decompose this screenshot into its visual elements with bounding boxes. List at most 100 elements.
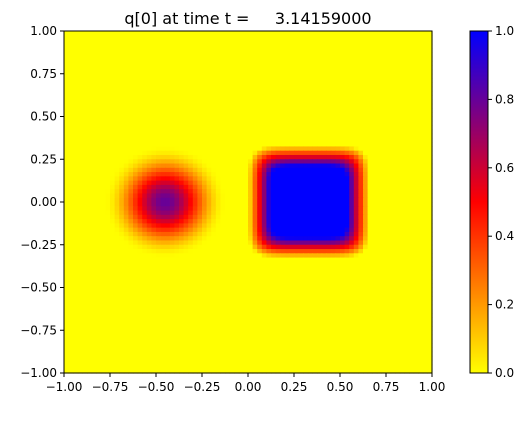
heatmap-cell [197, 240, 203, 246]
heatmap-cell [427, 172, 433, 177]
heatmap-cell [422, 163, 428, 169]
heatmap-cell [206, 69, 212, 75]
heatmap-cell [326, 270, 332, 276]
heatmap-cell [252, 214, 258, 220]
heatmap-cell [321, 82, 327, 88]
heatmap-cell [165, 283, 171, 289]
heatmap-cell [422, 261, 428, 267]
heatmap-cell [114, 176, 120, 182]
heatmap-cell [386, 35, 392, 41]
heatmap-cell [376, 69, 382, 75]
heatmap-cell [225, 236, 231, 242]
heatmap-cell [317, 82, 323, 88]
heatmap-cell [128, 125, 134, 130]
heatmap-cell [427, 43, 433, 49]
heatmap-cell [340, 52, 346, 58]
heatmap-cell [390, 253, 396, 259]
heatmap-cell [344, 39, 350, 45]
heatmap-cell [275, 159, 281, 165]
heatmap-cell [413, 278, 419, 284]
heatmap-cell [202, 227, 208, 233]
heatmap-cell [266, 214, 272, 220]
heatmap-cell [225, 112, 231, 118]
heatmap-cell [317, 180, 323, 186]
heatmap-cell [349, 43, 355, 49]
heatmap-cell [91, 176, 97, 182]
heatmap-cell [330, 69, 336, 75]
heatmap-cell [404, 103, 410, 109]
heatmap-cell [335, 31, 341, 36]
heatmap-cell [215, 219, 221, 224]
heatmap-cell [123, 137, 129, 143]
heatmap-cell [363, 103, 369, 109]
heatmap-cell [363, 249, 369, 254]
heatmap-cell [68, 214, 74, 220]
heatmap-cell [142, 99, 148, 105]
heatmap-cell [418, 39, 424, 45]
heatmap-cell [156, 31, 162, 36]
heatmap-cell [192, 189, 198, 195]
heatmap-cell [123, 257, 129, 263]
heatmap-cell [64, 125, 70, 130]
heatmap-cell [298, 159, 304, 165]
heatmap-cell [202, 236, 208, 242]
heatmap-cell [192, 253, 198, 259]
heatmap-cell [404, 176, 410, 182]
heatmap-cell [197, 73, 203, 79]
heatmap-cell [321, 283, 327, 289]
heatmap-cell [73, 86, 79, 92]
heatmap-cell [202, 154, 208, 160]
heatmap-cell [413, 240, 419, 246]
heatmap-cell [68, 52, 74, 58]
heatmap-cell [294, 82, 300, 88]
heatmap-cell [183, 240, 189, 246]
heatmap-cell [427, 116, 433, 122]
heatmap-cell [418, 120, 424, 126]
heatmap-cell [165, 56, 171, 62]
heatmap-cell [266, 193, 272, 199]
heatmap-cell [114, 283, 120, 289]
heatmap-cell [82, 73, 88, 79]
heatmap-cell [133, 82, 139, 88]
heatmap-cell [321, 120, 327, 126]
heatmap-cell [114, 167, 120, 173]
heatmap-cell [105, 257, 111, 263]
heatmap-cell [174, 129, 180, 135]
heatmap-cell [321, 278, 327, 284]
heatmap-cell [220, 278, 226, 284]
heatmap-cell [229, 69, 235, 75]
heatmap-cell [174, 137, 180, 143]
heatmap-cell [363, 99, 369, 105]
heatmap-cell [363, 261, 369, 267]
heatmap-cell [183, 78, 189, 83]
heatmap-cell [284, 231, 290, 237]
heatmap-cell [68, 197, 74, 203]
heatmap-cell [376, 180, 382, 186]
heatmap-cell [133, 291, 139, 297]
heatmap-cell [340, 86, 346, 92]
heatmap-cell [156, 214, 162, 220]
heatmap-cell [353, 133, 359, 139]
heatmap-cell [284, 278, 290, 284]
heatmap-cell [307, 291, 313, 297]
heatmap-cell [146, 219, 152, 224]
heatmap-cell [399, 82, 405, 88]
heatmap-cell [422, 180, 428, 186]
heatmap-cell [257, 69, 263, 75]
heatmap-cell [211, 125, 217, 130]
heatmap-cell [326, 214, 332, 220]
heatmap-cell [427, 159, 433, 165]
heatmap-cell [317, 95, 323, 101]
heatmap-cell [409, 150, 415, 156]
heatmap-cell [257, 214, 263, 220]
heatmap-cell [146, 142, 152, 148]
heatmap-cell [110, 142, 116, 148]
heatmap-cell [284, 223, 290, 229]
heatmap-cell [298, 257, 304, 263]
heatmap-cell [381, 210, 387, 216]
heatmap-cell [238, 270, 244, 276]
heatmap-cell [317, 244, 323, 250]
heatmap-cell [386, 172, 392, 177]
heatmap-cell [206, 189, 212, 195]
heatmap-cell [317, 43, 323, 49]
